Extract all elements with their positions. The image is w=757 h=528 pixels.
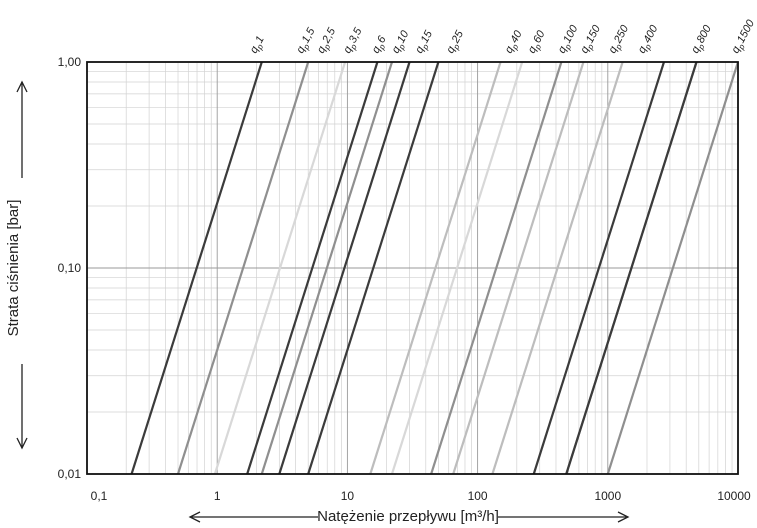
series-label: qp3,5 xyxy=(341,25,366,56)
series-line-5 xyxy=(278,61,411,475)
series-label: qp1 xyxy=(248,34,269,56)
y-axis-arrow xyxy=(16,80,28,450)
y-tick-labels: 0,01 0,10 1,00 xyxy=(58,55,82,481)
x-tick-label: 100 xyxy=(468,489,488,503)
y-tick-label: 0,10 xyxy=(58,261,82,275)
series-line-14 xyxy=(565,61,698,475)
series-line-1 xyxy=(176,61,310,475)
series-line-2 xyxy=(213,61,347,475)
plot-frame xyxy=(86,61,739,475)
series-line-3 xyxy=(246,61,379,475)
x-tick-label: 10000 xyxy=(717,489,751,503)
x-tick-label: 1 xyxy=(214,489,221,503)
series-lines xyxy=(130,61,740,475)
series-label: qp100 xyxy=(556,23,583,57)
series-label: qp400 xyxy=(636,23,663,57)
series-label: qp150 xyxy=(578,23,605,57)
series-line-6 xyxy=(307,61,440,475)
series-line-15 xyxy=(606,61,740,475)
y-tick-label: 0,01 xyxy=(58,467,82,481)
series-line-0 xyxy=(130,61,263,475)
series-label: qp15 xyxy=(413,28,437,56)
series-line-12 xyxy=(532,61,666,475)
x-axis-arrow xyxy=(188,511,630,523)
series-line-9 xyxy=(430,61,563,475)
series-line-7 xyxy=(369,61,502,475)
series-label: qp800 xyxy=(689,23,716,57)
x-tick-label: 0,1 xyxy=(91,489,108,503)
series-label: qp40 xyxy=(503,28,527,56)
series-label: qp60 xyxy=(526,28,550,56)
x-axis-title: Natężenie przepływu [m³/h] xyxy=(317,508,499,525)
x-tick-label: 1000 xyxy=(594,489,621,503)
series-label: qp2,5 xyxy=(315,25,340,56)
y-axis-title: Strata ciśnienia [bar] xyxy=(5,200,22,337)
series-label: qp6 xyxy=(370,33,391,56)
series-label: qp25 xyxy=(444,28,468,56)
y-tick-label: 1,00 xyxy=(58,55,82,69)
x-tick-labels: 0,1 1 10 100 1000 10000 xyxy=(91,489,751,503)
series-label: qp10 xyxy=(390,28,414,56)
series-line-4 xyxy=(260,61,394,475)
series-line-11 xyxy=(491,61,624,475)
series-line-8 xyxy=(390,61,524,475)
x-tick-label: 10 xyxy=(341,489,355,503)
series-label: qp1500 xyxy=(729,17,757,56)
series-line-10 xyxy=(452,61,585,475)
series-label: qp250 xyxy=(606,23,633,57)
series-label: qp1,5 xyxy=(294,25,319,56)
